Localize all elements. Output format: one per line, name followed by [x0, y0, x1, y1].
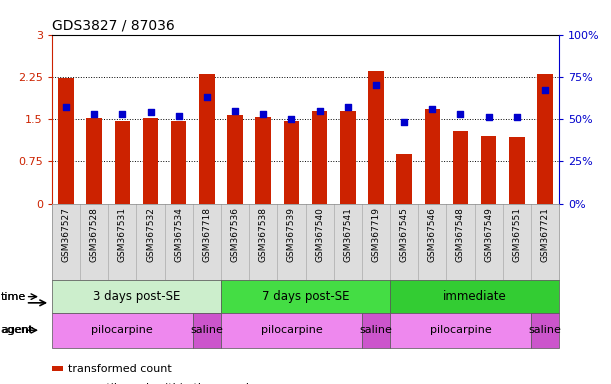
Bar [368, 71, 384, 204]
Bar [193, 313, 221, 348]
Bar [52, 313, 193, 348]
Point [145, 109, 155, 115]
Point [540, 87, 550, 93]
Text: GSM367721: GSM367721 [541, 207, 549, 262]
Point [61, 104, 71, 110]
Text: saline: saline [529, 325, 562, 335]
Text: transformed count: transformed count [68, 364, 172, 374]
Text: GSM367528: GSM367528 [90, 207, 99, 262]
Bar [171, 121, 186, 204]
Bar [537, 74, 553, 204]
Point [428, 106, 437, 112]
Bar [397, 154, 412, 204]
Text: agent: agent [1, 325, 34, 335]
Text: GSM367531: GSM367531 [118, 207, 127, 262]
Bar [481, 136, 496, 204]
Point [456, 111, 466, 117]
Text: pilocarpine: pilocarpine [92, 325, 153, 335]
Text: 3 days post-SE: 3 days post-SE [93, 290, 180, 303]
Text: GSM367546: GSM367546 [428, 207, 437, 262]
Bar [86, 118, 102, 204]
Bar [312, 111, 327, 204]
Bar [221, 280, 390, 313]
Bar [284, 121, 299, 204]
Text: immediate: immediate [442, 290, 507, 303]
Bar [255, 118, 271, 204]
Point [174, 113, 184, 119]
Bar [425, 109, 440, 204]
Text: GSM367545: GSM367545 [400, 207, 409, 262]
Bar [58, 78, 74, 204]
Point [258, 111, 268, 117]
Text: GSM367536: GSM367536 [230, 207, 240, 262]
Text: GSM367540: GSM367540 [315, 207, 324, 262]
Point [371, 82, 381, 88]
Text: GSM367527: GSM367527 [62, 207, 70, 262]
Bar [531, 313, 559, 348]
Text: GSM367541: GSM367541 [343, 207, 353, 262]
Bar [362, 313, 390, 348]
Point [512, 114, 522, 121]
Point [399, 119, 409, 126]
Text: GSM367532: GSM367532 [146, 207, 155, 262]
Bar [390, 280, 559, 313]
Text: pilocarpine: pilocarpine [430, 325, 491, 335]
Bar [509, 137, 525, 204]
Bar [227, 115, 243, 204]
Point [343, 104, 353, 110]
Text: agent: agent [1, 325, 33, 335]
Text: GSM367719: GSM367719 [371, 207, 381, 262]
Text: GSM367534: GSM367534 [174, 207, 183, 262]
Text: saline: saline [359, 325, 392, 335]
Bar [390, 313, 531, 348]
Text: time: time [1, 291, 26, 302]
Bar [221, 313, 362, 348]
Text: GSM367548: GSM367548 [456, 207, 465, 262]
Point [315, 108, 324, 114]
Text: pilocarpine: pilocarpine [260, 325, 322, 335]
Bar [143, 118, 158, 204]
Text: time: time [1, 291, 26, 302]
Text: GSM367551: GSM367551 [512, 207, 521, 262]
Bar [115, 121, 130, 204]
Text: GSM367718: GSM367718 [202, 207, 211, 262]
Point [287, 116, 296, 122]
Bar [52, 280, 221, 313]
Bar [453, 131, 468, 204]
Point [202, 94, 212, 100]
Point [230, 108, 240, 114]
Text: GSM367538: GSM367538 [258, 207, 268, 262]
Point [89, 111, 99, 117]
Text: percentile rank within the sample: percentile rank within the sample [68, 383, 255, 384]
Point [117, 111, 127, 117]
Point [484, 114, 494, 121]
Text: saline: saline [191, 325, 224, 335]
Text: 7 days post-SE: 7 days post-SE [262, 290, 349, 303]
Text: GSM367539: GSM367539 [287, 207, 296, 262]
Bar [340, 111, 356, 204]
Bar [199, 74, 214, 204]
Text: GSM367549: GSM367549 [484, 207, 493, 262]
Text: GDS3827 / 87036: GDS3827 / 87036 [52, 19, 175, 33]
